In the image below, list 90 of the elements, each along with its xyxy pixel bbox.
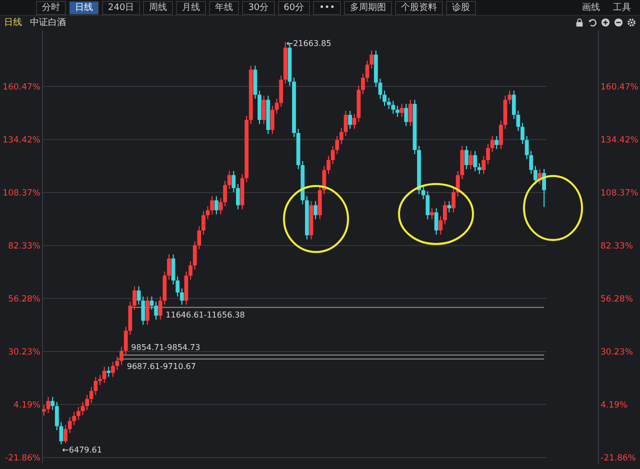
candlestick (223, 180, 227, 207)
candlestick (482, 155, 486, 175)
candlestick (408, 99, 412, 127)
candlestick (464, 145, 468, 170)
candlestick (145, 296, 150, 326)
candlestick (106, 366, 111, 378)
y2-tick-label: 108.37% (600, 188, 638, 199)
annotation: ←21663.85 (286, 39, 332, 48)
y2-tick-label: 30.23% (600, 348, 633, 358)
candlestick (468, 150, 473, 170)
candlestick (499, 120, 503, 150)
candlestick (361, 73, 365, 94)
candlestick (218, 198, 223, 215)
y-tick-label: 108.37% (2, 188, 40, 199)
candlestick (232, 170, 236, 193)
candlestick (120, 346, 124, 366)
text: 画线 (581, 2, 601, 14)
text: 日线 (69, 0, 99, 14)
candlestick (236, 184, 240, 210)
candlestick (167, 254, 171, 280)
candlestick (490, 136, 494, 153)
annotation: 11646.61-11656.38 (166, 310, 245, 320)
candlestick (180, 288, 184, 306)
candlestick (434, 208, 438, 235)
text: 分时 (36, 0, 66, 14)
annotation: 9687.61-9710.67 (126, 362, 196, 372)
text: 30分 (242, 0, 275, 14)
y2-tick-label: -21.86% (600, 454, 636, 464)
text: 工具 (612, 2, 632, 14)
candlestick (344, 110, 348, 137)
candlestick (382, 90, 386, 106)
candlestick (68, 416, 72, 434)
text: 周线 (143, 0, 174, 14)
candlestick (396, 105, 400, 118)
text: 240日 (102, 0, 140, 14)
annotation: 9854.71-9854.73 (131, 342, 200, 352)
candlestick (227, 170, 232, 190)
candlestick (486, 143, 490, 165)
candlestick (404, 103, 408, 127)
y-tick-label: -21.86% (5, 454, 40, 464)
candlestick (210, 196, 214, 215)
y-tick-label: 134.42% (2, 136, 40, 146)
y-tick-label: 4.19% (13, 400, 40, 411)
y-tick-label: 30.23% (8, 348, 40, 358)
candlestick (520, 122, 524, 145)
y2-tick-label: 134.42% (600, 136, 638, 146)
candlestick (154, 301, 158, 320)
candlestick (188, 260, 192, 280)
text: 个股资料 (395, 0, 444, 14)
chart-subtitle: 日线 (4, 16, 22, 28)
chart-title: 中证白酒 (30, 16, 66, 28)
candlestick (326, 155, 330, 175)
candlestick (391, 100, 396, 114)
y-tick-label: 82.33% (8, 242, 40, 252)
text: ••• (313, 0, 342, 14)
text: 年线 (209, 0, 240, 14)
candlestick (426, 190, 430, 220)
candlestick (262, 95, 266, 125)
y-tick-label: 160.47% (2, 82, 40, 93)
candlestick (110, 361, 115, 378)
candlestick (477, 162, 482, 175)
candlestick (348, 110, 352, 130)
candlestick (400, 103, 404, 118)
candlestick (42, 404, 46, 416)
candlestick (270, 105, 274, 134)
text: 月线 (176, 0, 206, 14)
y-tick-label: 56.28% (8, 294, 40, 305)
candlestick (214, 196, 218, 215)
candlestick (442, 200, 447, 225)
candlestick (430, 208, 434, 220)
candlestick (50, 396, 55, 411)
y2-tick-label: 4.19% (600, 400, 628, 411)
candlestick (98, 374, 102, 386)
candlestick (132, 286, 136, 310)
candlestick (494, 136, 499, 150)
candlestick (533, 165, 538, 185)
candlestick (314, 200, 318, 220)
text: 诊股 (446, 0, 476, 14)
candlestick (452, 188, 456, 213)
y2-tick-label: 160.47% (600, 82, 638, 93)
candlestick (202, 210, 206, 235)
candlestick (438, 216, 443, 235)
candlestick (85, 394, 89, 411)
text: 60分 (278, 0, 310, 14)
y2-tick-label: 82.33% (600, 242, 633, 252)
annotation: ←6479.61 (62, 445, 102, 454)
candlestick (64, 424, 68, 444)
text: 多周期图 (344, 0, 392, 14)
y2-tick-label: 56.28% (600, 294, 633, 305)
candlestick (473, 150, 478, 172)
